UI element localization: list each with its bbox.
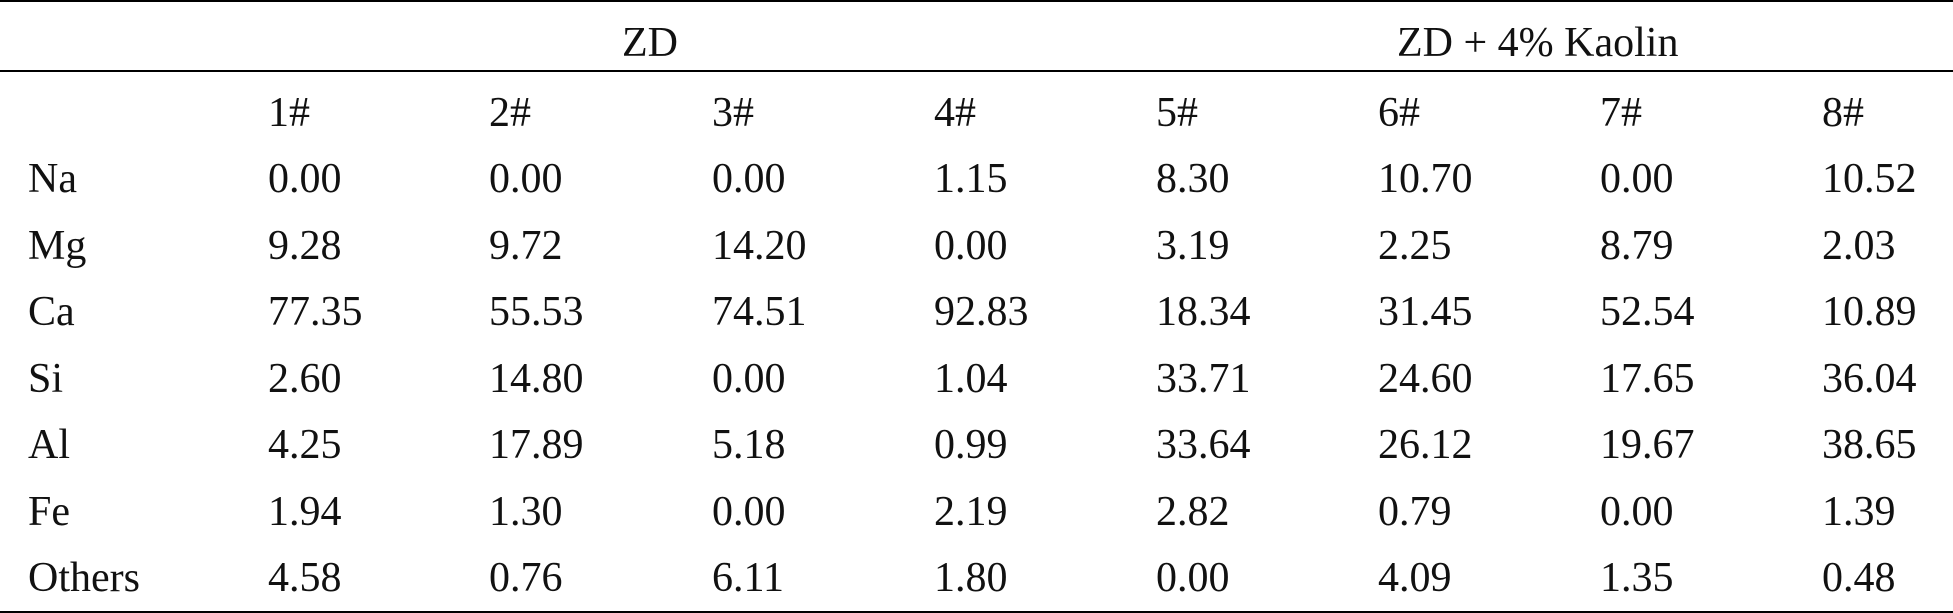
table-cell: 0.79 (1378, 489, 1452, 535)
table-cell: 77.35 (268, 289, 363, 335)
table-cell: 0.00 (712, 156, 786, 202)
table-cell: 10.52 (1822, 156, 1917, 202)
column-header: 3# (712, 90, 754, 136)
table-cell: 1.94 (268, 489, 342, 535)
table-cell: 4.09 (1378, 555, 1452, 601)
table-header-rule (0, 70, 1953, 72)
table-cell: 0.48 (1822, 555, 1896, 601)
column-header: 6# (1378, 90, 1420, 136)
row-label: Others (28, 555, 140, 601)
table-cell: 33.71 (1156, 356, 1251, 402)
table-cell: 52.54 (1600, 289, 1695, 335)
table-cell: 92.83 (934, 289, 1029, 335)
table-cell: 9.28 (268, 223, 342, 269)
table-cell: 1.80 (934, 555, 1008, 601)
table-cell: 2.19 (934, 489, 1008, 535)
table-cell: 33.64 (1156, 422, 1251, 468)
column-header: 4# (934, 90, 976, 136)
table-cell: 0.76 (489, 555, 563, 601)
table-cell: 17.89 (489, 422, 584, 468)
table-cell: 14.80 (489, 356, 584, 402)
table-cell: 2.82 (1156, 489, 1230, 535)
table-cell: 2.60 (268, 356, 342, 402)
table-cell: 8.79 (1600, 223, 1674, 269)
table-cell: 74.51 (712, 289, 807, 335)
table-cell: 18.34 (1156, 289, 1251, 335)
column-header: 1# (268, 90, 310, 136)
table-cell: 24.60 (1378, 356, 1473, 402)
group-header-zd: ZD (622, 20, 678, 66)
table-cell: 10.89 (1822, 289, 1917, 335)
table-cell: 14.20 (712, 223, 807, 269)
table-cell: 0.00 (934, 223, 1008, 269)
table-cell: 2.25 (1378, 223, 1452, 269)
table-cell: 0.00 (712, 489, 786, 535)
table-cell: 0.00 (1600, 489, 1674, 535)
table-cell: 55.53 (489, 289, 584, 335)
table-bottom-rule (0, 611, 1953, 613)
table-cell: 5.18 (712, 422, 786, 468)
table-cell: 4.58 (268, 555, 342, 601)
table-cell: 1.39 (1822, 489, 1896, 535)
table-cell: 26.12 (1378, 422, 1473, 468)
column-header: 7# (1600, 90, 1642, 136)
table-cell: 0.00 (1156, 555, 1230, 601)
table-cell: 1.35 (1600, 555, 1674, 601)
row-label: Si (28, 356, 64, 402)
row-label: Na (28, 156, 77, 202)
table-cell: 0.00 (489, 156, 563, 202)
table-cell: 0.00 (712, 356, 786, 402)
table-cell: 0.00 (1600, 156, 1674, 202)
row-label: Fe (28, 489, 70, 535)
row-label: Al (28, 422, 70, 468)
table-cell: 2.03 (1822, 223, 1896, 269)
table-cell: 0.99 (934, 422, 1008, 468)
row-label: Mg (28, 223, 87, 269)
table-cell: 6.11 (712, 555, 784, 601)
column-header: 8# (1822, 90, 1864, 136)
table-cell: 4.25 (268, 422, 342, 468)
row-label: Ca (28, 289, 75, 335)
table-cell: 10.70 (1378, 156, 1473, 202)
table-cell: 1.15 (934, 156, 1008, 202)
table-cell: 19.67 (1600, 422, 1695, 468)
column-header: 2# (489, 90, 531, 136)
table-cell: 1.04 (934, 356, 1008, 402)
table-cell: 9.72 (489, 223, 563, 269)
table-top-rule (0, 0, 1953, 2)
table-cell: 8.30 (1156, 156, 1230, 202)
table-cell: 3.19 (1156, 223, 1230, 269)
table-cell: 36.04 (1822, 356, 1917, 402)
table-cell: 1.30 (489, 489, 563, 535)
table-cell: 17.65 (1600, 356, 1695, 402)
column-header: 5# (1156, 90, 1198, 136)
group-header-zd-kaolin: ZD + 4% Kaolin (1397, 20, 1679, 66)
table-cell: 38.65 (1822, 422, 1917, 468)
table-cell: 31.45 (1378, 289, 1473, 335)
table-cell: 0.00 (268, 156, 342, 202)
